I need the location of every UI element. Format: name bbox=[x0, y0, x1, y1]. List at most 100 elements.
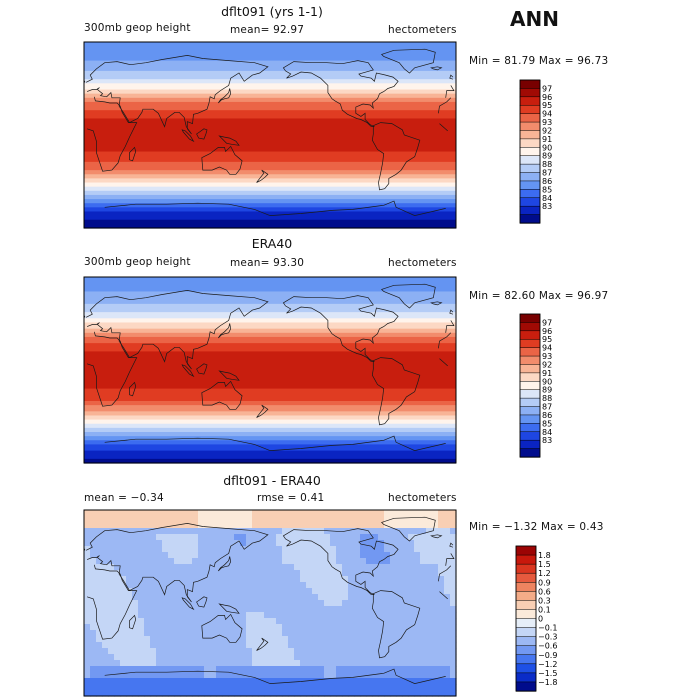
field-cell bbox=[246, 618, 253, 625]
field-cell bbox=[288, 678, 295, 685]
field-cell bbox=[306, 546, 313, 553]
field-cell bbox=[318, 618, 325, 625]
field-cell bbox=[282, 552, 289, 559]
field-cell bbox=[282, 588, 289, 595]
field-cell bbox=[372, 582, 379, 589]
field-cell bbox=[114, 600, 121, 607]
field-cell bbox=[150, 606, 157, 613]
field-cell bbox=[132, 588, 139, 595]
field-cell bbox=[144, 516, 151, 523]
field-cell bbox=[300, 546, 307, 553]
field-cell bbox=[312, 672, 319, 679]
field-cell bbox=[330, 654, 337, 661]
field-cell bbox=[438, 588, 445, 595]
field-cell bbox=[354, 666, 361, 673]
field-cell bbox=[156, 612, 163, 619]
field-cell bbox=[204, 606, 211, 613]
field-cell bbox=[162, 546, 169, 553]
field-cell bbox=[246, 528, 253, 535]
field-cell bbox=[90, 672, 97, 679]
field-cell bbox=[408, 564, 415, 571]
field-band bbox=[84, 66, 456, 70]
field-cell bbox=[378, 594, 385, 601]
field-cell bbox=[180, 684, 187, 691]
field-cell bbox=[354, 510, 361, 517]
field-cell bbox=[360, 546, 367, 553]
field-cell bbox=[360, 678, 367, 685]
field-band bbox=[84, 314, 456, 317]
field-cell bbox=[144, 588, 151, 595]
field-cell bbox=[276, 684, 283, 691]
field-cell bbox=[384, 672, 391, 679]
field-cell bbox=[342, 522, 349, 529]
field-cell bbox=[132, 534, 139, 541]
field-cell bbox=[216, 570, 223, 577]
field-cell bbox=[438, 516, 445, 523]
field-cell bbox=[198, 546, 205, 553]
field-band bbox=[84, 172, 456, 175]
field-cell bbox=[438, 528, 445, 535]
field-cell bbox=[252, 666, 259, 673]
coastline bbox=[181, 597, 195, 611]
field-band bbox=[84, 85, 456, 89]
field-cell bbox=[156, 516, 163, 523]
colorbar-block bbox=[519, 121, 541, 132]
field-cell bbox=[408, 618, 415, 625]
field-cell bbox=[168, 588, 175, 595]
field-band bbox=[84, 299, 456, 303]
field-cell bbox=[246, 570, 253, 577]
field-cell bbox=[324, 612, 331, 619]
field-cell bbox=[186, 534, 193, 541]
field-cell bbox=[258, 564, 265, 571]
field-cell bbox=[366, 606, 373, 613]
field-cell bbox=[312, 588, 319, 595]
field-cell bbox=[156, 522, 163, 529]
field-cell bbox=[300, 522, 307, 529]
field-cell bbox=[426, 582, 433, 589]
colorbar-block bbox=[519, 347, 541, 357]
field-cell bbox=[222, 678, 229, 685]
field-cell bbox=[186, 648, 193, 655]
field-cell bbox=[84, 516, 91, 523]
field-cell bbox=[282, 672, 289, 679]
field-cell bbox=[354, 648, 361, 655]
field-cell bbox=[144, 678, 151, 685]
field-band bbox=[84, 460, 456, 464]
field-cell bbox=[294, 594, 301, 601]
field-cell bbox=[354, 690, 361, 697]
field-cell bbox=[300, 618, 307, 625]
field-cell bbox=[126, 612, 133, 619]
field-cell bbox=[222, 606, 229, 613]
field-cell bbox=[396, 624, 403, 631]
field-cell bbox=[252, 582, 259, 589]
field-cell bbox=[396, 642, 403, 649]
colorbar-block bbox=[519, 439, 541, 450]
field-cell bbox=[102, 648, 109, 655]
field-cell bbox=[360, 666, 367, 673]
field-band bbox=[84, 141, 456, 144]
field-cell bbox=[120, 534, 127, 541]
field-cell bbox=[126, 648, 133, 655]
field-cell bbox=[300, 528, 307, 535]
coastline bbox=[371, 590, 421, 659]
field-cell bbox=[102, 576, 109, 583]
field-cell bbox=[174, 666, 181, 673]
field-cell bbox=[276, 606, 283, 613]
coastline bbox=[380, 48, 436, 74]
field-cell bbox=[444, 648, 451, 655]
field-cell bbox=[192, 570, 199, 577]
field-cell bbox=[186, 594, 193, 601]
field-cell bbox=[396, 672, 403, 679]
field-cell bbox=[288, 534, 295, 541]
field-cell bbox=[102, 630, 109, 637]
field-cell bbox=[312, 564, 319, 571]
field-cell bbox=[240, 642, 247, 649]
field-cell bbox=[450, 630, 457, 637]
field-cell bbox=[408, 612, 415, 619]
field-cell bbox=[312, 528, 319, 535]
field-cell bbox=[426, 534, 433, 541]
field-cell bbox=[174, 618, 181, 625]
field-cell bbox=[426, 546, 433, 553]
field-cell bbox=[198, 582, 205, 589]
field-cell bbox=[300, 570, 307, 577]
